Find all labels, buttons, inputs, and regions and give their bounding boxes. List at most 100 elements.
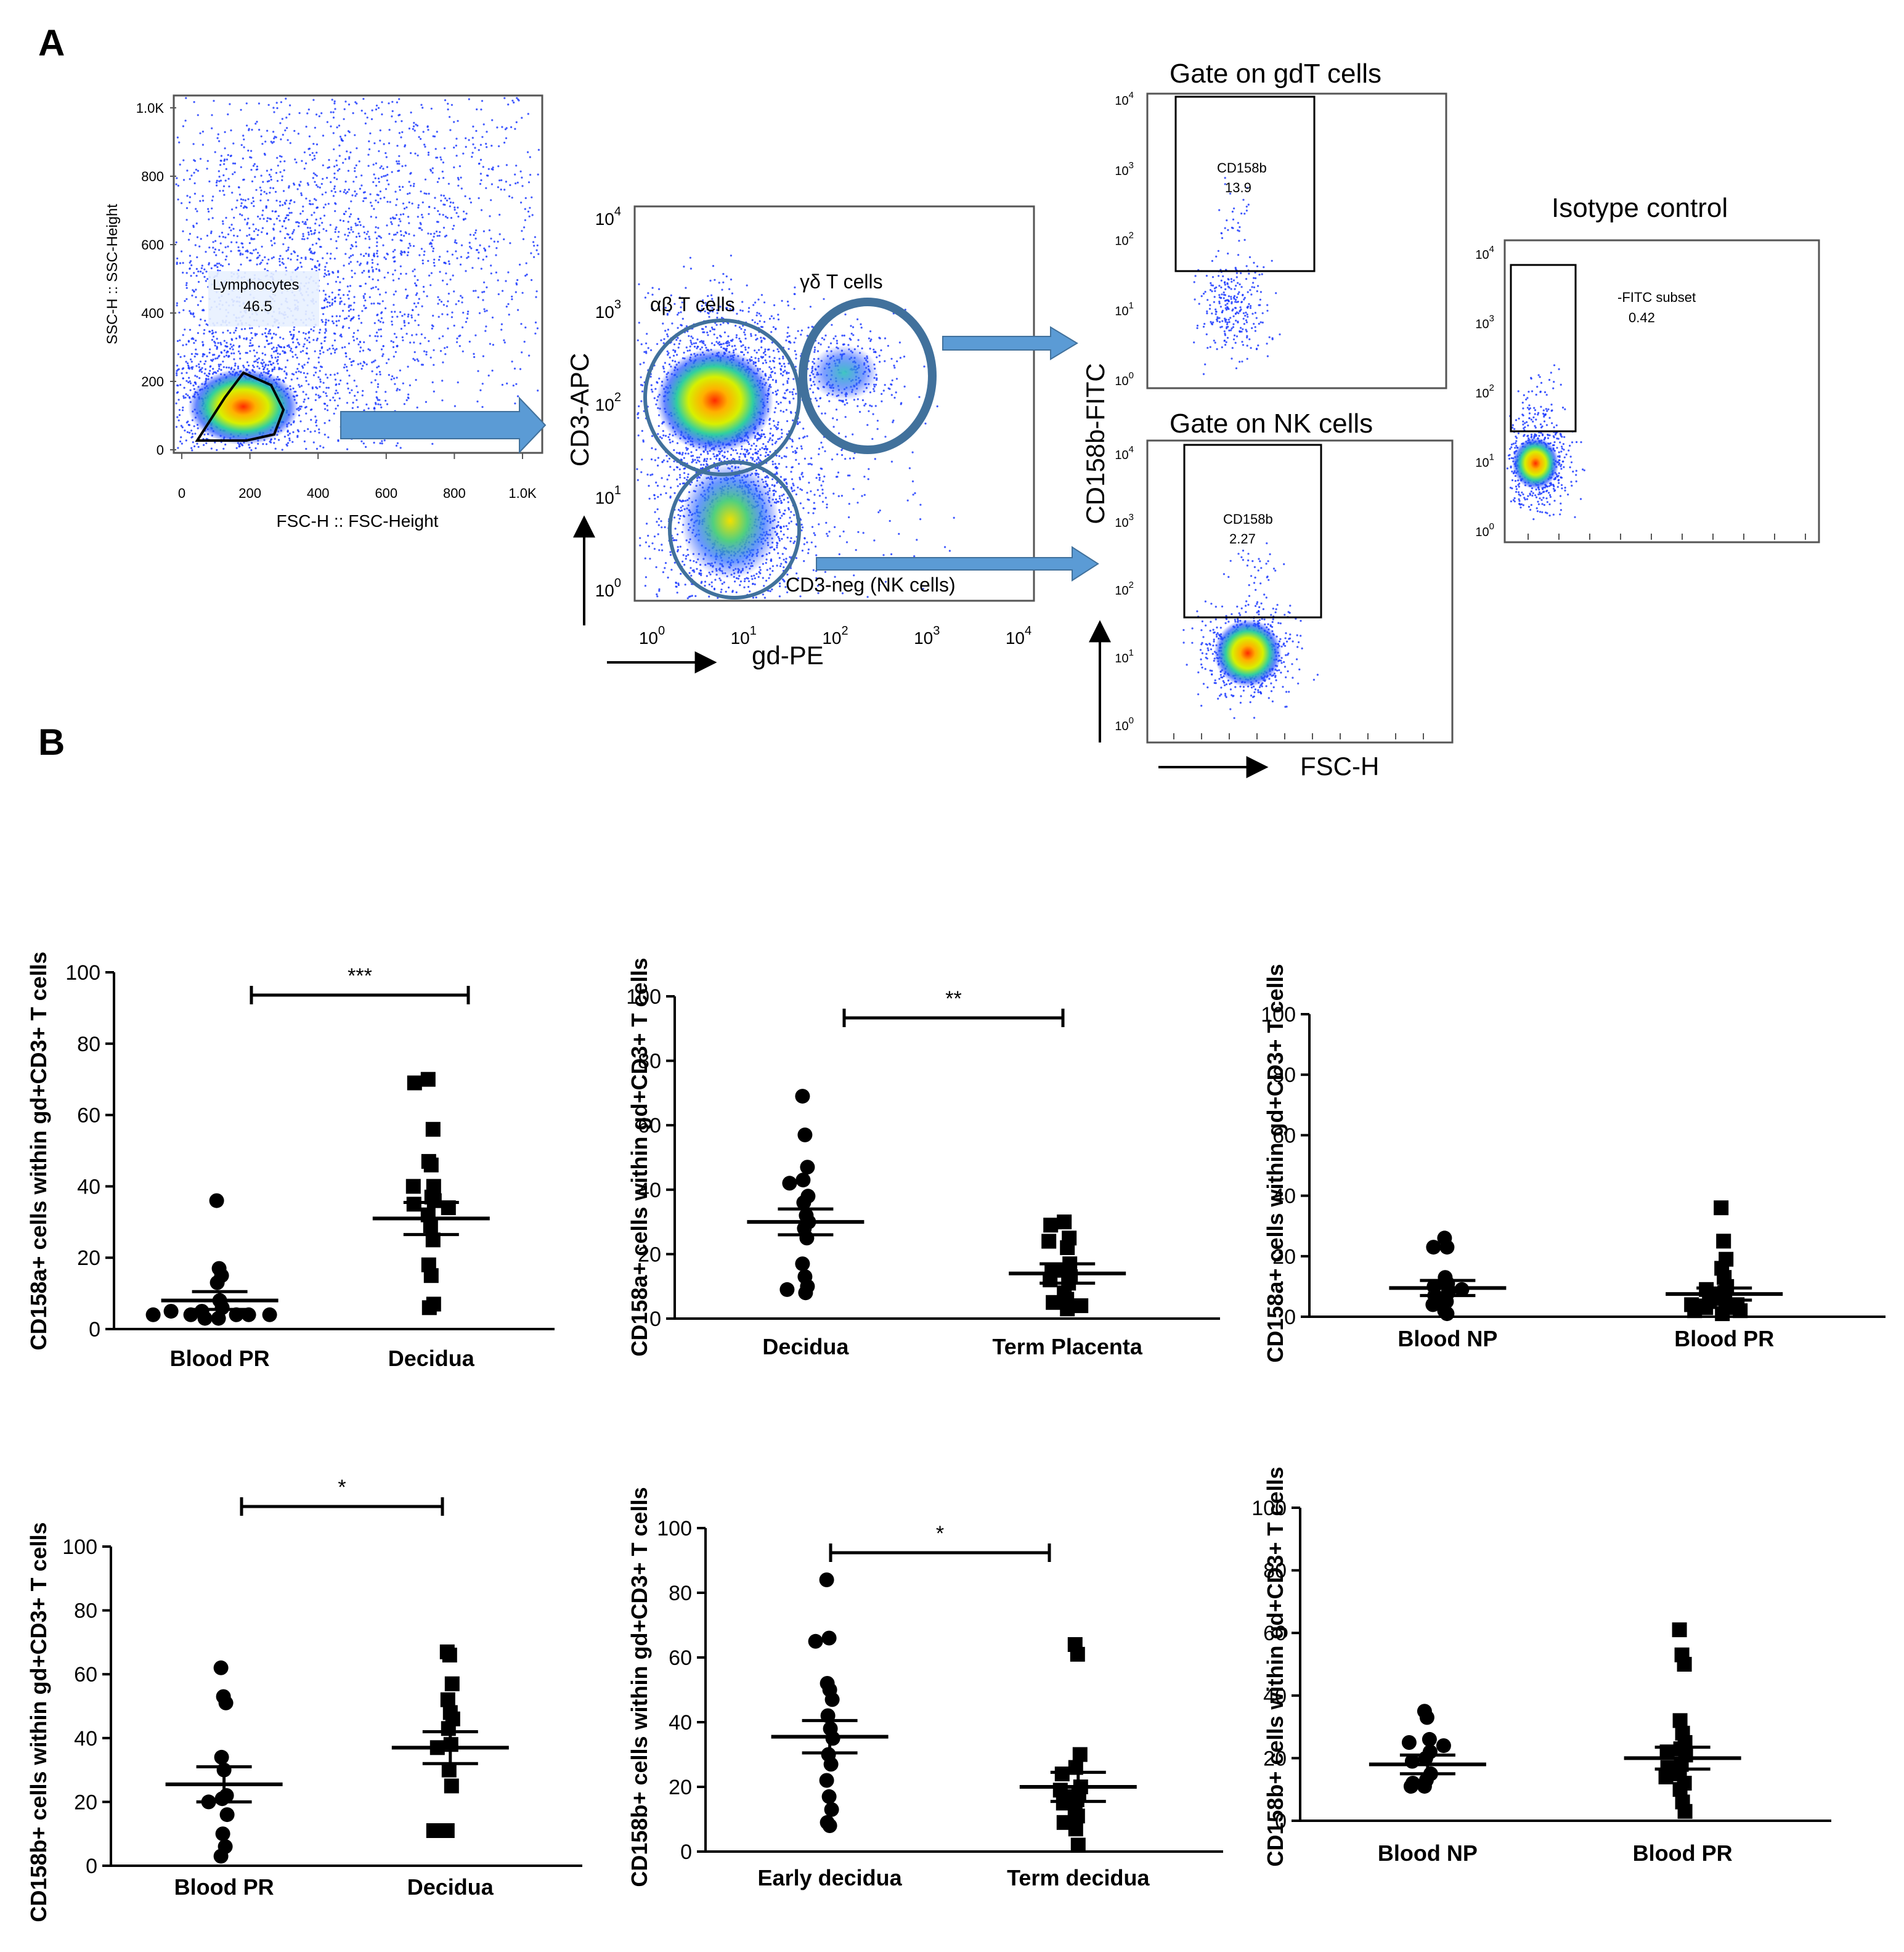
- series-blood-pr: [1624, 1622, 1741, 1819]
- data-point: [444, 1778, 459, 1794]
- flow-shared-y-axis-label: CD158b-FITC: [1081, 363, 1110, 524]
- flow-arrow-1: [340, 396, 547, 454]
- y-tick-label: 40: [638, 1179, 661, 1202]
- y-tick-label: 80: [77, 1033, 100, 1056]
- y-tick-label: 80: [669, 1582, 692, 1605]
- data-point: [426, 1193, 442, 1208]
- flow4-y-tick-label: 103: [1115, 512, 1134, 530]
- y-tick-label: 20: [77, 1246, 100, 1270]
- flow2-nk-hotspot: [681, 462, 779, 579]
- flow1-x-tick-label: 1.0K: [508, 486, 537, 501]
- flow4-frame: [1146, 439, 1454, 744]
- data-point: [1070, 1808, 1085, 1824]
- flow1-x-tick-label: 800: [443, 486, 466, 501]
- flow1-gate-label-box: [208, 271, 319, 327]
- x-category-label: Decidua: [407, 1874, 494, 1900]
- series-decidua: [747, 1089, 865, 1301]
- data-point: [441, 1721, 456, 1736]
- y-tick-label: 20: [1263, 1747, 1287, 1770]
- x-category-label: Blood PR: [170, 1346, 270, 1371]
- flow3-y-tick-label: 104: [1115, 90, 1134, 108]
- data-point: [1046, 1295, 1061, 1310]
- flow1-y-tick-label: 1.0K: [136, 100, 165, 116]
- data-point: [823, 1757, 839, 1772]
- flow1-x-tick-label: 400: [307, 486, 330, 501]
- data-point: [824, 1802, 839, 1817]
- data-point: [145, 1307, 161, 1322]
- flow3-y-tick-label: 101: [1115, 300, 1134, 318]
- y-tick-label: 0: [1284, 1306, 1296, 1329]
- flow2-x-tick-label: 100: [639, 624, 665, 648]
- data-point: [800, 1160, 815, 1175]
- data-point: [197, 1311, 213, 1326]
- flow3-dots: [1193, 177, 1281, 375]
- x-category-label: Decidua: [388, 1346, 475, 1371]
- flow4-gate-name: CD158b: [1223, 511, 1273, 527]
- panel-label-a: A: [38, 22, 65, 63]
- flow4-title: Gate on NK cells: [1170, 409, 1373, 439]
- y-axis-label: CD158b+ cells within gd+CD3+ T cells: [627, 1487, 652, 1887]
- flow1-x-axis-label: FSC-H :: FSC-Height: [277, 511, 439, 531]
- flow1-y-tick-label: 600: [141, 237, 164, 253]
- y-tick-label: 100: [626, 985, 661, 1009]
- flow2-x-ticks: 100 101 102 103 104: [639, 624, 1031, 648]
- series-blood-np: [1369, 1704, 1486, 1794]
- y-axis-label: CD158b+ cells within gd+CD3+ T cells: [1263, 1466, 1288, 1866]
- y-tick-label: 100: [65, 961, 100, 985]
- data-point: [423, 1268, 439, 1283]
- flow3-y-ticks: 100 101 102 103 104: [1115, 90, 1134, 388]
- y-tick-label: 60: [1272, 1124, 1296, 1147]
- data-point: [1714, 1200, 1729, 1216]
- data-point: [796, 1195, 812, 1210]
- flow1-y-ticks: 0 200 400 600 800 1.0K: [136, 100, 176, 458]
- data-point: [211, 1311, 226, 1326]
- data-point: [824, 1692, 840, 1707]
- flow-plot-cd3-gd: αβ T cells γδ T cells CD3-neg (NK cells)…: [565, 205, 1035, 673]
- significance-label: **: [945, 987, 961, 1011]
- data-point: [808, 1633, 823, 1649]
- data-point: [406, 1197, 421, 1212]
- flow4-gate-value: 2.27: [1229, 531, 1256, 547]
- data-point: [183, 1307, 198, 1322]
- flow1-gate-value: 46.5: [243, 298, 272, 315]
- data-point: [795, 1089, 810, 1104]
- y-tick-label: 0: [1275, 1810, 1287, 1833]
- flow-plot-lymphocytes: Lymphocytes 46.5 0 200 400 600 800 1.0K 0 200 4…: [104, 94, 543, 531]
- flow2-y-ticks: 100 101 102 103 104: [595, 205, 621, 600]
- flow4-y-tick-label: 100: [1115, 715, 1134, 733]
- series-early-decidua: [771, 1572, 889, 1833]
- y-tick-label: 40: [1272, 1185, 1296, 1208]
- flow2-y-tick-label: 104: [595, 205, 621, 229]
- x-category-label: Blood PR: [1674, 1326, 1774, 1351]
- x-category-label: Early decidua: [758, 1865, 903, 1890]
- flow1-x-tick-label: 200: [238, 486, 261, 501]
- flow3-gate: [1174, 96, 1316, 272]
- data-point: [1060, 1240, 1075, 1255]
- flow3-frame: [1146, 92, 1447, 389]
- data-point: [262, 1307, 277, 1322]
- series-blood-pr: [145, 1193, 279, 1326]
- data-point: [795, 1256, 810, 1272]
- flow3-y-tick-label: 102: [1115, 230, 1134, 248]
- flow2-y-tick-label: 101: [595, 484, 621, 507]
- flow2-x-tick-label: 102: [822, 624, 848, 648]
- y-tick-label: 40: [77, 1175, 100, 1198]
- y-tick-label: 60: [74, 1663, 97, 1686]
- y-tick-label: 40: [74, 1727, 97, 1751]
- series-term-placenta: [1009, 1214, 1126, 1317]
- flow2-y-tick-label: 100: [595, 577, 621, 600]
- data-point: [210, 1275, 225, 1290]
- flow5-frame: [1503, 239, 1820, 543]
- flow5-gate: [1510, 264, 1577, 433]
- data-point: [782, 1176, 797, 1191]
- data-point: [1439, 1240, 1455, 1255]
- flow2-nk-gate: [668, 460, 801, 600]
- y-tick-label: 20: [74, 1791, 97, 1814]
- data-point: [797, 1127, 813, 1142]
- y-tick-label: 20: [638, 1243, 661, 1266]
- flow2-ab-label: αβ T cells: [650, 293, 735, 315]
- flow5-y-tick-label: 103: [1475, 314, 1494, 331]
- significance-label: *: [936, 1522, 944, 1545]
